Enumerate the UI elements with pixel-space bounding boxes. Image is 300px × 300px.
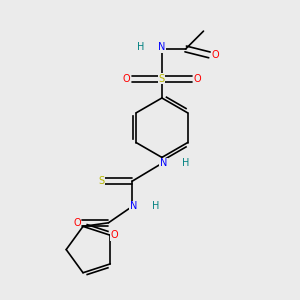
Text: N: N bbox=[158, 43, 166, 52]
Text: O: O bbox=[110, 230, 118, 240]
Text: O: O bbox=[74, 218, 81, 228]
Text: H: H bbox=[182, 158, 189, 168]
Text: S: S bbox=[98, 176, 104, 186]
Text: O: O bbox=[194, 74, 201, 84]
Text: H: H bbox=[152, 202, 160, 212]
Text: O: O bbox=[122, 74, 130, 84]
Text: S: S bbox=[159, 74, 165, 84]
Text: O: O bbox=[212, 50, 219, 60]
Text: N: N bbox=[130, 202, 137, 212]
Text: N: N bbox=[160, 158, 167, 168]
Text: H: H bbox=[137, 43, 145, 52]
